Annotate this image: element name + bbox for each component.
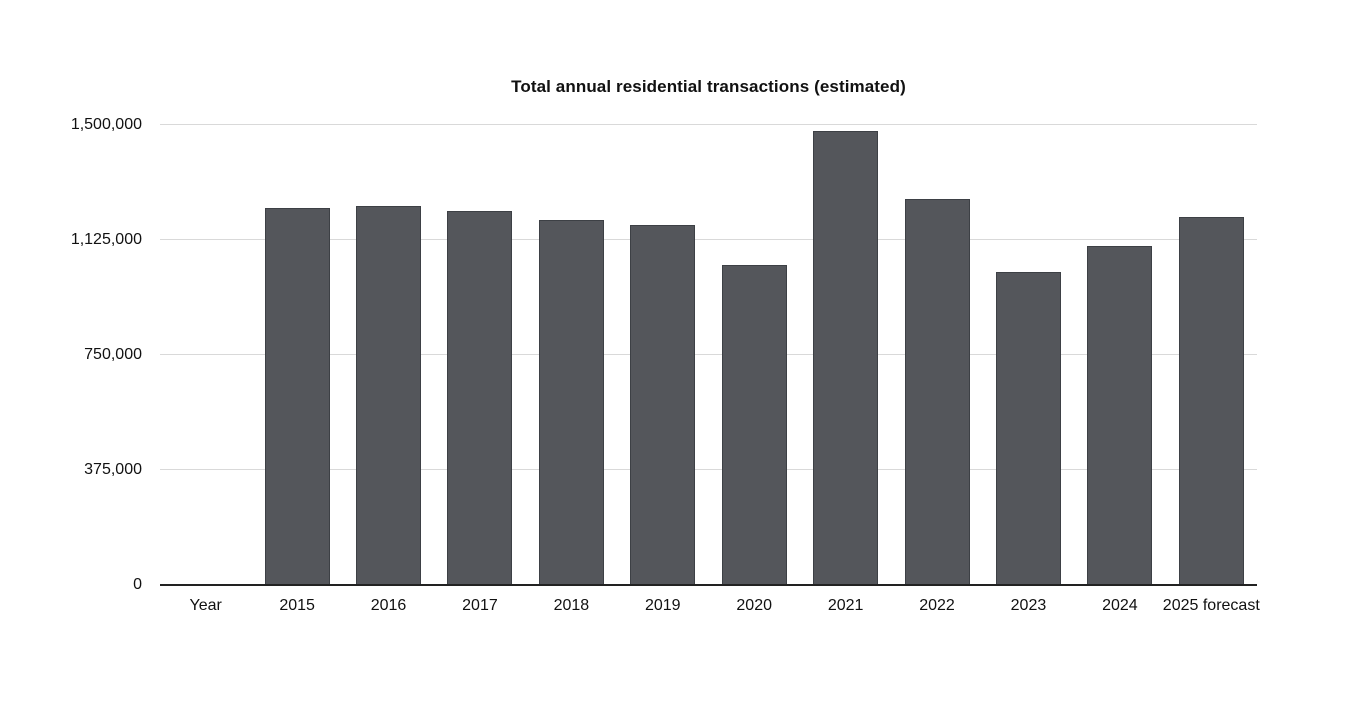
bar-2022 (904, 198, 970, 585)
y-tick-label-0: 0 (133, 576, 142, 593)
x-tick-label-2018: 2018 (553, 597, 590, 614)
x-axis-line (160, 584, 1257, 586)
x-tick-label-2020: 2020 (736, 597, 772, 614)
gridline-750000 (160, 354, 1257, 355)
bar-2023 (995, 272, 1061, 585)
bar-2015 (264, 207, 330, 585)
x-tick-label-2016: 2016 (370, 597, 407, 614)
bar-2016 (356, 206, 422, 585)
x-tick-label-2015: 2015 (279, 597, 315, 614)
bar-2018 (538, 220, 604, 585)
x-tick-label-2017: 2017 (462, 597, 498, 614)
x-tick-label-2023: 2023 (1010, 597, 1047, 614)
bar-2025-forecast (1178, 217, 1244, 585)
bar-2021 (813, 131, 879, 585)
x-tick-label-2025-forecast: 2025 forecast (1162, 597, 1260, 614)
bar-2020 (721, 264, 787, 585)
y-tick-label-375000: 375,000 (84, 461, 142, 478)
gridline-1500000 (160, 124, 1257, 125)
bar-2024 (1087, 246, 1153, 585)
bar-2017 (447, 210, 513, 585)
y-tick-label-1500000: 1,500,000 (70, 116, 142, 133)
gridline-1125000 (160, 239, 1257, 240)
chart-title: Total annual residential transactions (e… (511, 77, 906, 96)
plot-area (160, 124, 1257, 585)
bar-2019 (630, 224, 696, 585)
x-tick-label-2019: 2019 (644, 597, 681, 614)
x-tick-label-2024: 2024 (1102, 597, 1138, 614)
y-tick-label-750000: 750,000 (84, 346, 142, 363)
y-tick-label-1125000: 1,125,000 (70, 231, 142, 248)
x-tick-label-year: Year (189, 597, 222, 614)
x-tick-label-2021: 2021 (827, 597, 864, 614)
x-tick-label-2022: 2022 (919, 597, 955, 614)
gridline-375000 (160, 469, 1257, 470)
